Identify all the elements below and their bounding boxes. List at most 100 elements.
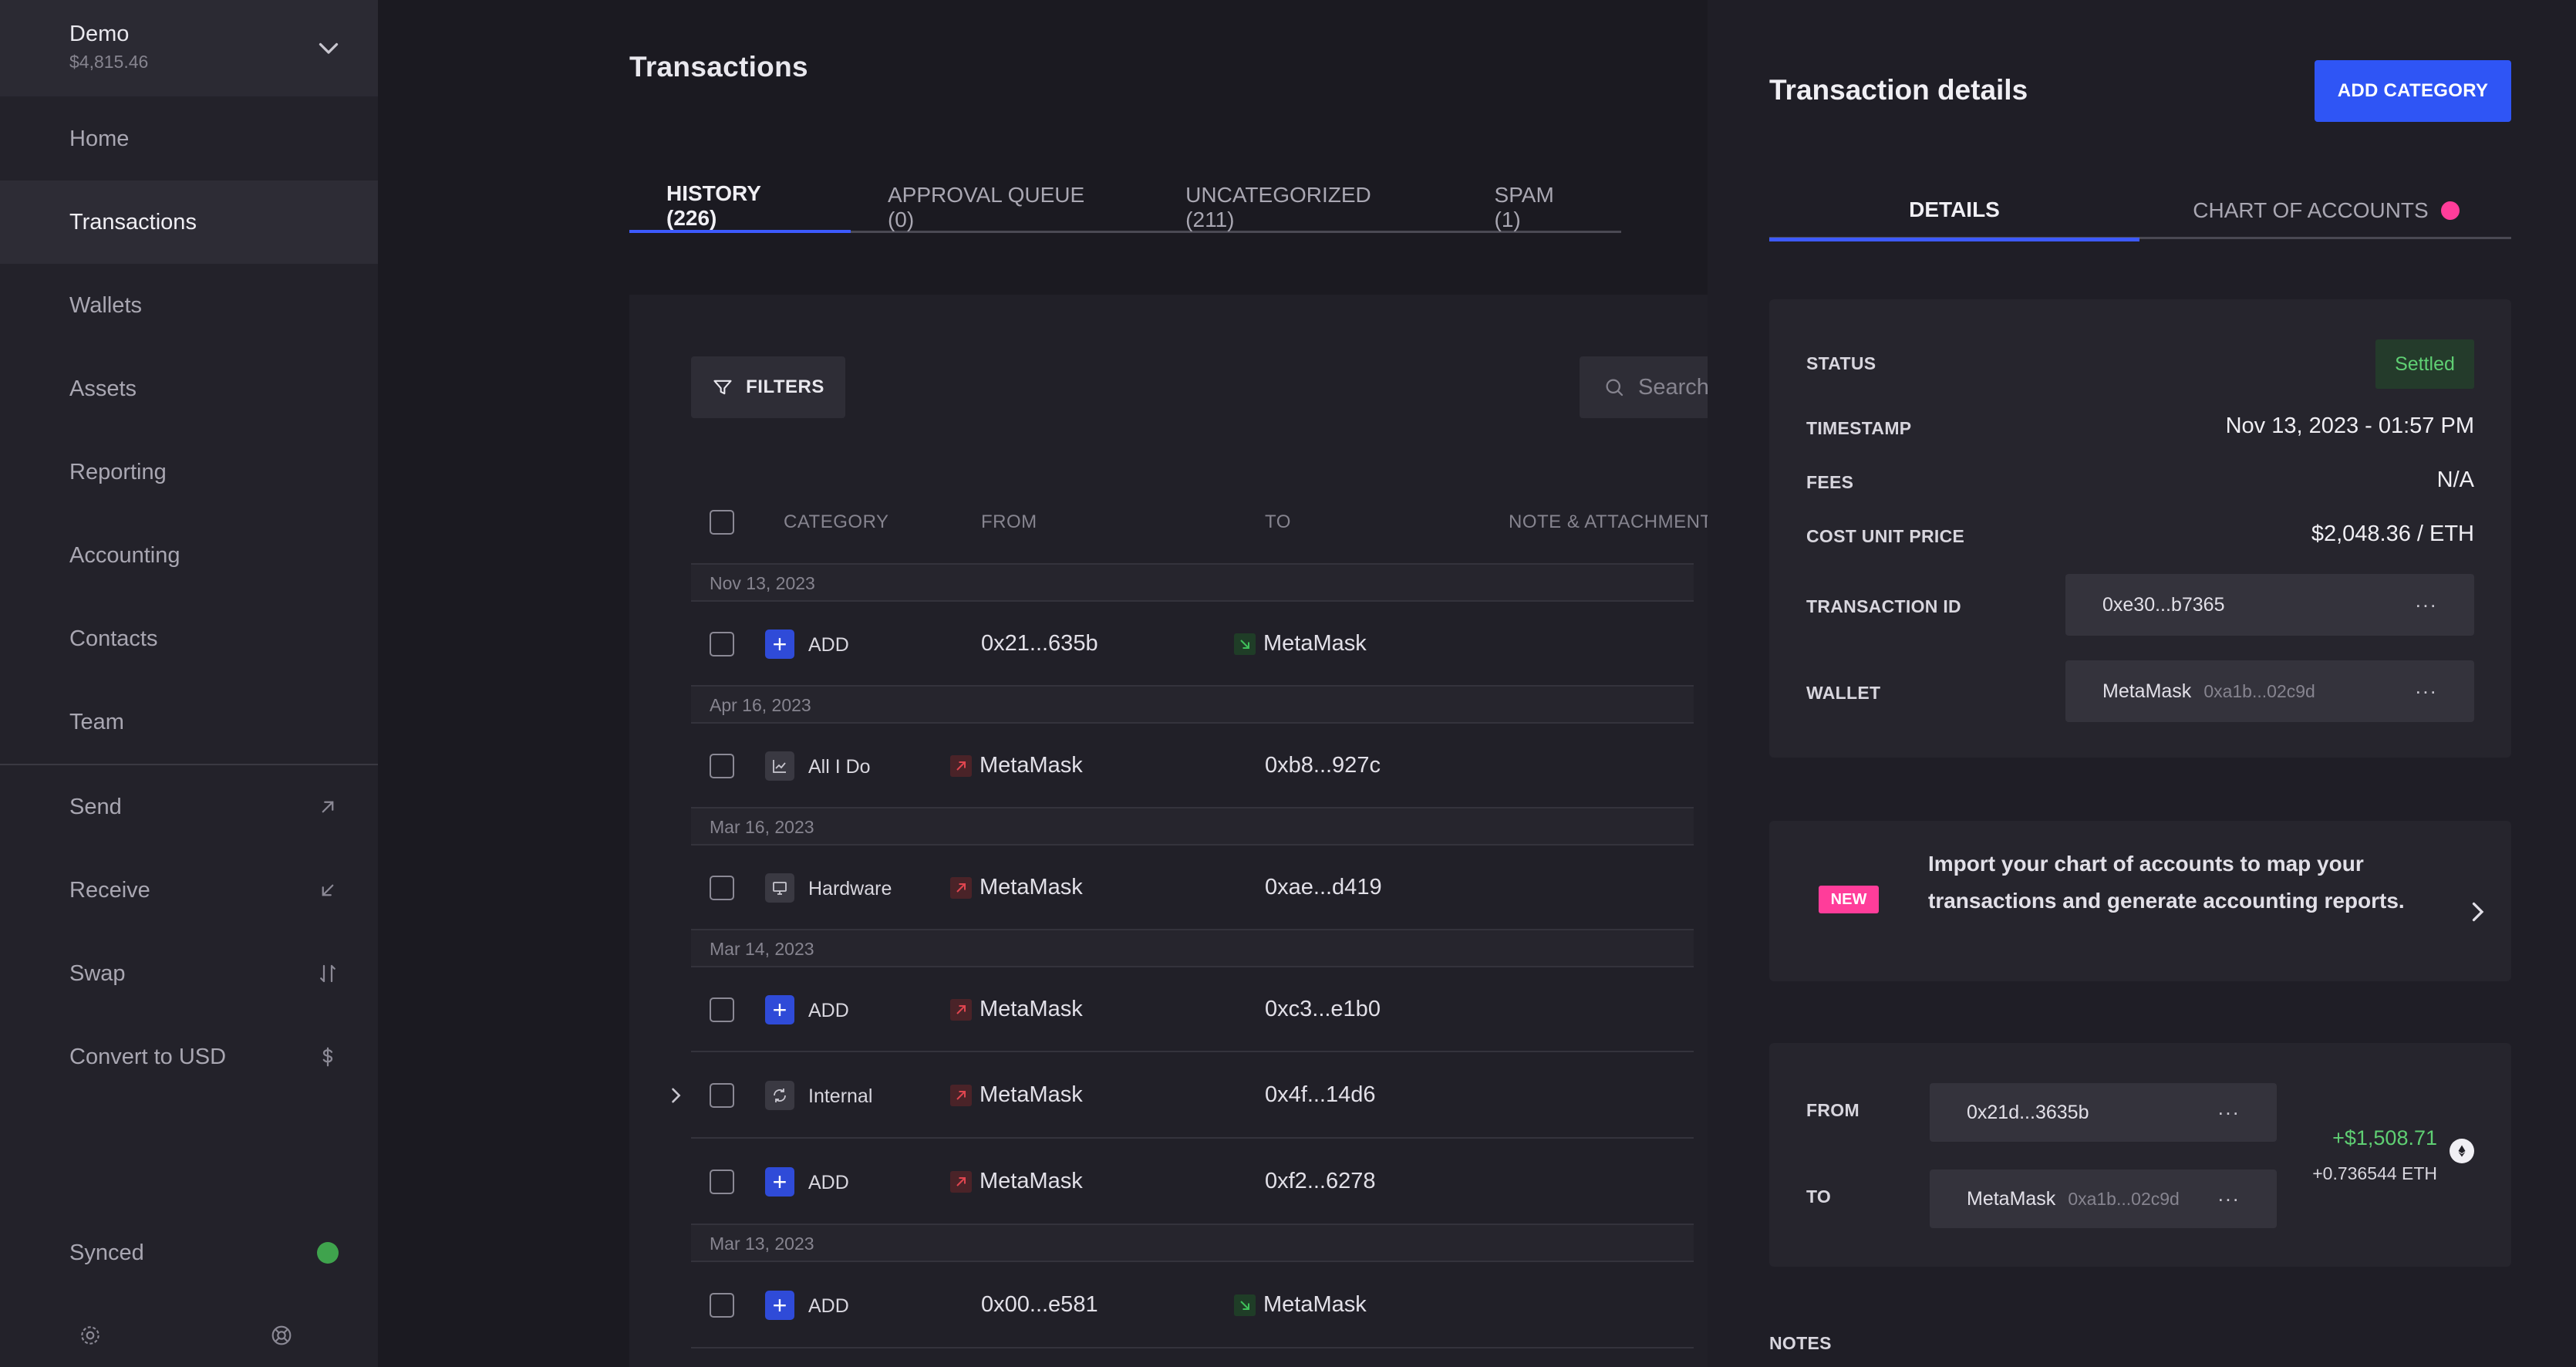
more-icon[interactable]: ···: [2415, 679, 2437, 703]
from-address: MetaMask: [950, 875, 1083, 900]
more-icon[interactable]: ···: [2217, 1186, 2240, 1210]
select-all-checkbox[interactable]: [710, 510, 734, 535]
to-address-text: 0xc3...e1b0: [1265, 997, 1381, 1021]
column-note: NOTE & ATTACHMENT: [1509, 511, 1712, 532]
details-tabs: DETAILS CHART OF ACCOUNTS: [1769, 182, 2511, 241]
add-category-button[interactable]: ADD CATEGORY: [2315, 60, 2511, 122]
tab-history[interactable]: HISTORY (226): [629, 181, 851, 233]
table-row[interactable]: + ADD MetaMask 0xf2...6278: [691, 1139, 1694, 1225]
from-address-text: MetaMask: [979, 1082, 1083, 1107]
status-badge: Settled: [2375, 339, 2474, 389]
refresh-icon[interactable]: [765, 1081, 794, 1110]
from-address: MetaMask: [950, 1082, 1083, 1108]
to-address-text: 0xf2...6278: [1265, 1169, 1376, 1193]
arrow-up-right-icon: [322, 801, 334, 813]
date-group-header: Mar 13, 2023: [691, 1225, 1694, 1262]
sidebar-item-label: Receive: [69, 877, 150, 903]
help-icon[interactable]: [269, 1323, 294, 1348]
sidebar-item-send[interactable]: Send: [0, 765, 378, 849]
row-checkbox[interactable]: [710, 997, 734, 1022]
date-group-header: Apr 16, 2023: [691, 687, 1694, 724]
sidebar-item-transactions[interactable]: Transactions: [0, 181, 378, 264]
sidebar-item-home[interactable]: Home: [69, 126, 130, 151]
column-to: TO: [1265, 511, 1291, 532]
filters-label: FILTERS: [746, 376, 824, 397]
row-checkbox[interactable]: [710, 754, 734, 778]
to-label: TO: [1806, 1186, 1832, 1207]
amount-usd: +$1,508.71: [2332, 1126, 2437, 1149]
timestamp-value: Nov 13, 2023 - 01:57 PM: [2225, 413, 2474, 438]
tab-label: CHART OF ACCOUNTS: [2193, 198, 2429, 222]
table-row[interactable]: + ADD 0x21...635b MetaMask: [691, 602, 1694, 687]
category-label: Hardware: [808, 878, 892, 900]
sidebar-item-reporting[interactable]: Reporting: [69, 459, 167, 484]
to-address-text: MetaMask: [1263, 631, 1367, 656]
row-checkbox[interactable]: [710, 876, 734, 900]
row-checkbox[interactable]: [710, 1170, 734, 1194]
fees-label: FEES: [1806, 472, 1854, 492]
row-checkbox[interactable]: [710, 1083, 734, 1108]
wallet-field[interactable]: MetaMask 0xa1b...02c9d ···: [2065, 660, 2474, 722]
to-address-text: 0xae...d419: [1265, 875, 1382, 900]
sidebar-item-wallets[interactable]: Wallets: [69, 292, 142, 318]
to-address: MetaMask: [1234, 1292, 1367, 1318]
plus-icon[interactable]: +: [765, 1291, 794, 1320]
chevron-right-icon[interactable]: [2463, 898, 2491, 926]
wallet-name: MetaMask: [2102, 680, 2192, 702]
incoming-arrow-icon: [1234, 1294, 1256, 1316]
from-address-text: MetaMask: [979, 997, 1083, 1021]
to-field[interactable]: MetaMask 0xa1b...02c9d ···: [1930, 1170, 2277, 1228]
sidebar-item-contacts[interactable]: Contacts: [69, 626, 158, 651]
sidebar-item-assets[interactable]: Assets: [69, 376, 137, 401]
from-label: FROM: [1806, 1100, 1860, 1120]
sidebar-item-swap[interactable]: Swap: [0, 932, 378, 1015]
account-switcher[interactable]: Demo $4,815.46: [0, 0, 378, 96]
to-address: 0x4f...14d6: [1265, 1082, 1376, 1108]
table-row[interactable]: Hardware MetaMask 0xae...d419: [691, 846, 1694, 930]
plus-icon[interactable]: +: [765, 629, 794, 659]
wallet-address: 0xa1b...02c9d: [2203, 680, 2315, 701]
table-row[interactable]: All I Do MetaMask 0xb8...927c: [691, 724, 1694, 808]
tab-approval-queue[interactable]: APPROVAL QUEUE (0): [887, 183, 1085, 231]
swap-icon: [320, 964, 335, 983]
incoming-arrow-icon: [1234, 633, 1256, 655]
sidebar-item-label: Convert to USD: [69, 1044, 227, 1069]
column-from: FROM: [981, 511, 1037, 532]
transaction-id-field[interactable]: 0xe30...b7365 ···: [2065, 574, 2474, 636]
tab-details[interactable]: DETAILS: [1769, 182, 2139, 241]
from-address-text: 0x21...635b: [981, 631, 1098, 656]
table-row[interactable]: Internal MetaMask 0x4f...14d6: [672, 1052, 1694, 1139]
from-field[interactable]: 0x21d...3635b ···: [1930, 1083, 2277, 1142]
more-icon[interactable]: ···: [2217, 1100, 2240, 1124]
tab-spam[interactable]: SPAM (1): [1494, 183, 1554, 231]
transaction-details-drawer: Transaction details ADD CATEGORY DETAILS…: [1708, 0, 2576, 1367]
sidebar-item-convert[interactable]: Convert to USD: [0, 1015, 378, 1099]
status-label: STATUS: [1806, 353, 1876, 373]
chevron-right-icon[interactable]: [665, 1085, 686, 1106]
chart-icon[interactable]: [765, 751, 794, 781]
row-checkbox[interactable]: [710, 632, 734, 656]
cost-unit-price-label: COST UNIT PRICE: [1806, 526, 1965, 546]
table-row[interactable]: + ADD 0x00...e581 MetaMask: [691, 1262, 1694, 1348]
monitor-icon[interactable]: [765, 873, 794, 903]
search-input[interactable]: Search: [1580, 356, 1811, 418]
sidebar-item-team[interactable]: Team: [69, 709, 124, 734]
chevron-down-icon[interactable]: [315, 34, 342, 62]
chart-of-accounts-promo[interactable]: NEW Import your chart of accounts to map…: [1769, 821, 2511, 981]
to-address-text: MetaMask: [1263, 1292, 1367, 1317]
plus-icon[interactable]: +: [765, 1167, 794, 1197]
category-label: All I Do: [808, 756, 871, 778]
row-checkbox[interactable]: [710, 1293, 734, 1318]
sidebar-item-accounting[interactable]: Accounting: [69, 542, 180, 568]
sidebar-item-receive[interactable]: Receive: [0, 849, 378, 932]
tab-chart-of-accounts[interactable]: CHART OF ACCOUNTS: [2141, 182, 2511, 239]
settings-icon[interactable]: [78, 1323, 103, 1348]
sidebar-item-label: Send: [69, 794, 122, 819]
notification-dot: [2440, 201, 2460, 220]
filter-icon: [713, 380, 732, 395]
filters-button[interactable]: FILTERS: [691, 356, 845, 418]
table-row[interactable]: + ADD MetaMask 0xc3...e1b0: [691, 967, 1694, 1052]
plus-icon[interactable]: +: [765, 995, 794, 1024]
tab-uncategorized[interactable]: UNCATEGORIZED (211): [1185, 183, 1371, 231]
more-icon[interactable]: ···: [2415, 592, 2437, 616]
